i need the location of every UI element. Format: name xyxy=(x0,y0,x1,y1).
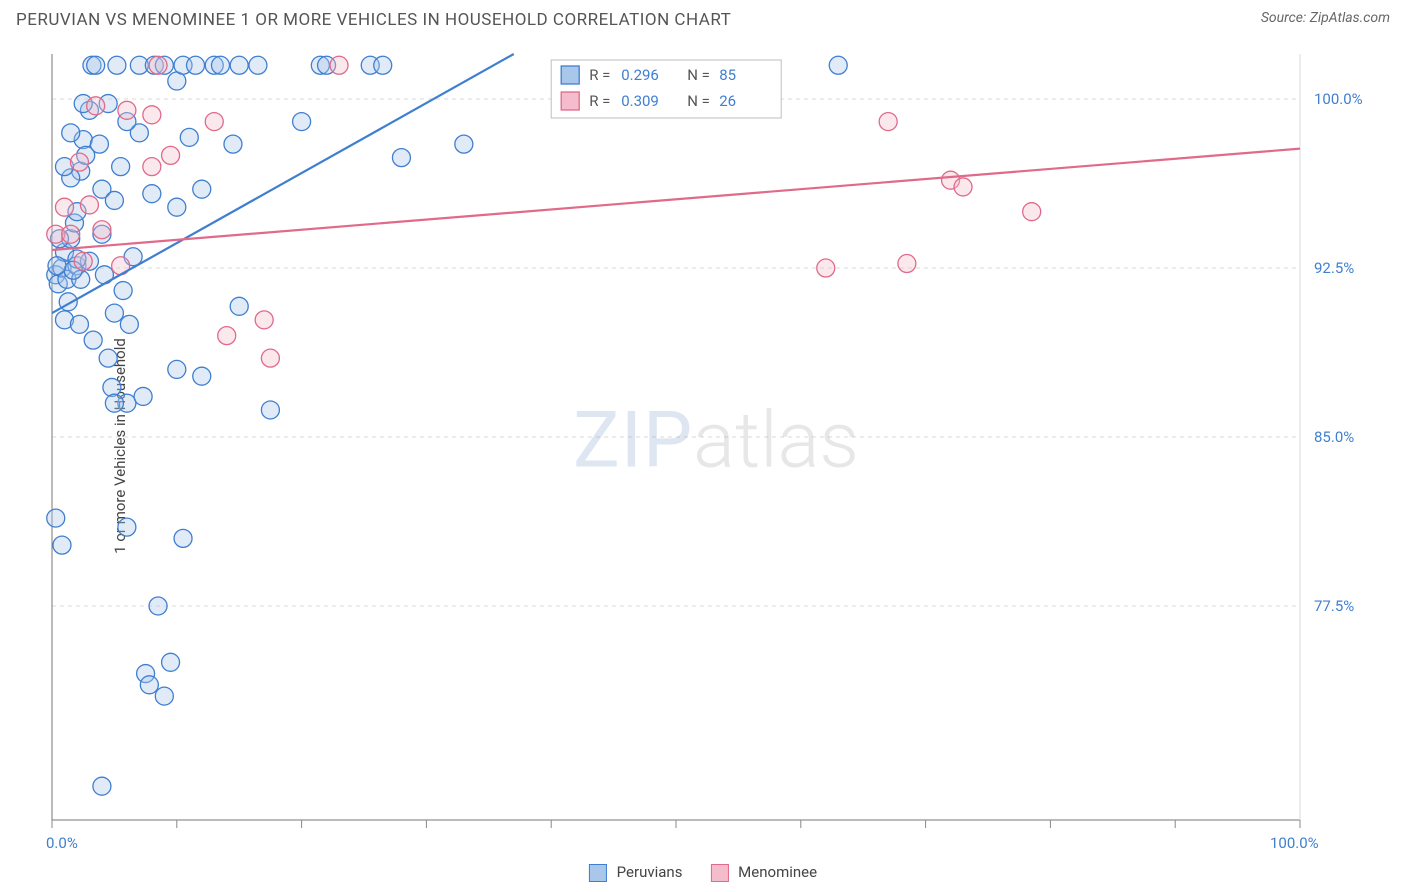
legend-bottom: Peruvians Menominee xyxy=(589,863,817,882)
scatter-plot-svg: 100.0% 92.5% 85.0% 77.5% R = 0.296 N = 85 R = 0.3… xyxy=(46,44,1386,838)
svg-text:85.0%: 85.0% xyxy=(1314,428,1354,446)
svg-text:92.5%: 92.5% xyxy=(1314,259,1354,277)
legend-item-peruvians: Peruvians xyxy=(589,863,683,882)
svg-text:26: 26 xyxy=(719,92,736,110)
x-axis-min-label: 0.0% xyxy=(46,834,78,852)
svg-text:N =: N = xyxy=(687,92,710,110)
svg-text:0.296: 0.296 xyxy=(621,66,659,84)
legend-label-peruvians: Peruvians xyxy=(617,863,683,881)
legend-swatch-peruvians xyxy=(589,864,607,882)
legend-item-menominee: Menominee xyxy=(710,863,817,882)
svg-text:0.309: 0.309 xyxy=(621,92,659,110)
legend-swatch-menominee xyxy=(710,864,728,882)
svg-text:R =: R = xyxy=(589,92,610,110)
svg-text:N =: N = xyxy=(687,66,710,84)
svg-text:85: 85 xyxy=(719,66,736,84)
source-label: Source: ZipAtlas.com xyxy=(1261,10,1390,26)
legend-label-menominee: Menominee xyxy=(738,863,817,881)
chart-title: PERUVIAN VS MENOMINEE 1 OR MORE VEHICLES… xyxy=(16,10,731,30)
svg-text:R =: R = xyxy=(589,66,610,84)
chart-area: 100.0% 92.5% 85.0% 77.5% R = 0.296 N = 85 R = 0.3… xyxy=(46,44,1386,838)
svg-text:100.0%: 100.0% xyxy=(1314,90,1363,108)
x-axis-max-label: 100.0% xyxy=(1270,834,1319,852)
svg-text:77.5%: 77.5% xyxy=(1314,597,1354,615)
